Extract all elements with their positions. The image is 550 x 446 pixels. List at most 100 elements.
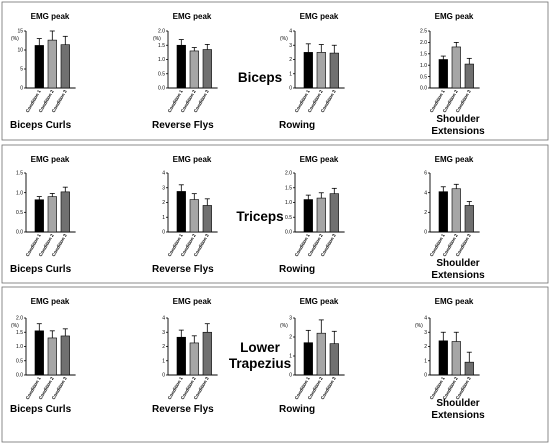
muscle-label-line: Triceps [236, 209, 283, 224]
chart-0-1-title: EMG peak [173, 12, 212, 21]
chart-0-3-ytick-label: 0.0 [420, 86, 427, 92]
chart-2-0-ytick-label: 2.0 [16, 316, 23, 322]
chart-0-1-ytick-label: 0.5 [158, 71, 165, 77]
muscle-label-lower-trapezius: Lower Trapezius [229, 340, 291, 371]
chart-1-0-ytick-label: 0.0 [16, 230, 23, 236]
chart-0-0-bar-condition-2 [47, 39, 57, 89]
chart-2-2-ylabel: (%) [280, 323, 288, 329]
chart-2-1-ytick-label: 3 [162, 330, 165, 336]
chart-0-0-ytick-label: 10 [17, 48, 23, 54]
chart-0-0-exercise-label: Biceps Curls [10, 120, 72, 131]
chart-1-2-exercise-label: Rowing [279, 264, 315, 275]
chart-2-2-ytick-label: 3 [289, 316, 292, 322]
chart-0-2-ylabel: (%) [280, 36, 288, 42]
chart-2-3-exercise-label-line: Shoulder [436, 398, 479, 409]
chart-0-3-bar-condition-1 [438, 59, 448, 89]
chart-1-2-ytick-label: 1.5 [285, 185, 292, 191]
chart-1-3-title: EMG peak [435, 155, 474, 164]
chart-0-1-ytick-label: 2.0 [158, 29, 165, 35]
chart-0-0-exercise-label-line: Biceps Curls [10, 120, 72, 131]
chart-0-3-title: EMG peak [435, 12, 474, 21]
chart-2-2-ytick-label: 2 [289, 335, 292, 341]
chart-0-2-ytick-label: 1 [289, 71, 292, 77]
chart-2-2-title: EMG peak [300, 297, 339, 306]
chart-2-3-bar-condition-3 [464, 361, 474, 376]
chart-0-3-ytick-label: 2.5 [420, 29, 427, 35]
chart-1-1-ytick-label: 0 [162, 230, 165, 236]
chart-1-0-bar-condition-1 [34, 199, 44, 233]
chart-1-1-title: EMG peak [173, 155, 212, 164]
chart-1-2-bar-condition-2 [316, 197, 326, 233]
chart-2-0-bar-condition-1 [34, 330, 44, 376]
chart-1-1-exercise-label-line: Reverse Flys [152, 264, 214, 275]
chart-0-2-exercise-label: Rowing [279, 120, 315, 131]
chart-0-1-bar-condition-1 [176, 44, 186, 89]
chart-0-3-exercise-label-line: Extensions [431, 126, 485, 137]
chart-1-3-ytick-label: 0 [424, 230, 427, 236]
chart-0-0-bar-condition-1 [34, 45, 44, 89]
chart-1-2-bar-condition-3 [329, 193, 339, 233]
chart-0-3-exercise-label-line: Shoulder [436, 114, 479, 125]
chart-1-3-exercise-label-line: Shoulder [436, 258, 479, 269]
chart-1-2-ytick-label: 1.0 [285, 200, 292, 206]
chart-2-0-bar-condition-2 [47, 337, 57, 376]
chart-2-0-bar-condition-3 [60, 335, 70, 376]
chart-0-1-ytick-label: 1.5 [158, 43, 165, 49]
chart-2-3-ylabel: (%) [415, 323, 423, 329]
chart-2-3-exercise-label-line: Extensions [431, 410, 485, 421]
chart-2-1-ytick-label: 0 [162, 373, 165, 379]
chart-1-2-exercise-label-line: Rowing [279, 264, 315, 275]
chart-0-3-ytick-label: 0.5 [420, 74, 427, 80]
chart-1-0-bar-condition-3 [60, 191, 70, 233]
chart-1-1-bar-condition-2 [189, 199, 199, 233]
chart-0-1-exercise-label: Reverse Flys [152, 120, 214, 131]
chart-2-1-ytick-label: 1 [162, 358, 165, 364]
chart-1-3-ytick-label: 6 [424, 171, 427, 177]
chart-0-1-exercise-label-line: Reverse Flys [152, 120, 214, 131]
chart-1-2-title: EMG peak [300, 155, 339, 164]
chart-1-1-ytick-label: 1 [162, 215, 165, 221]
chart-2-3-exercise-label: Shoulder Extensions [431, 398, 485, 421]
chart-1-1-ytick-label: 2 [162, 200, 165, 206]
chart-2-3-title: EMG peak [435, 297, 474, 306]
chart-0-0-title: EMG peak [31, 12, 70, 21]
chart-1-0-ytick-label: 1.0 [16, 190, 23, 196]
chart-0-2-ytick-label: 2 [289, 57, 292, 63]
chart-2-3-ytick-label: 4 [424, 316, 427, 322]
chart-2-0-ytick-label: 1.5 [16, 330, 23, 336]
chart-2-1-exercise-label-line: Reverse Flys [152, 404, 214, 415]
chart-2-2-bar-condition-2 [316, 332, 326, 376]
chart-2-2-bar-condition-3 [329, 343, 339, 376]
chart-1-1-ytick-label: 4 [162, 171, 165, 177]
chart-0-3-bar-condition-2 [451, 46, 461, 89]
chart-1-3-ytick-label: 2 [424, 210, 427, 216]
chart-1-0-title: EMG peak [31, 155, 70, 164]
chart-0-2-ytick-label: 4 [289, 29, 292, 35]
chart-1-2-bar-condition-1 [303, 199, 313, 233]
chart-2-1-exercise-label: Reverse Flys [152, 404, 214, 415]
chart-1-2-ytick-label: 2.0 [285, 171, 292, 177]
chart-1-0-exercise-label-line: Biceps Curls [10, 264, 72, 275]
chart-0-3-exercise-label: Shoulder Extensions [431, 114, 485, 137]
chart-0-0-bar-condition-3 [60, 44, 70, 89]
chart-2-0-exercise-label: Biceps Curls [10, 404, 72, 415]
chart-1-0-bar-condition-2 [47, 196, 57, 233]
chart-1-3-ytick-label: 4 [424, 190, 427, 196]
chart-2-3-bar-condition-2 [451, 341, 461, 376]
chart-2-0-ytick-label: 0.0 [16, 373, 23, 379]
chart-0-3-ytick-label: 1.0 [420, 63, 427, 69]
chart-1-0-exercise-label: Biceps Curls [10, 264, 72, 275]
chart-1-1-exercise-label: Reverse Flys [152, 264, 214, 275]
chart-1-3-bar-condition-2 [451, 188, 461, 233]
chart-2-0-title: EMG peak [31, 297, 70, 306]
chart-0-2-exercise-label-line: Rowing [279, 120, 315, 131]
muscle-label-line: Lower [240, 340, 281, 355]
